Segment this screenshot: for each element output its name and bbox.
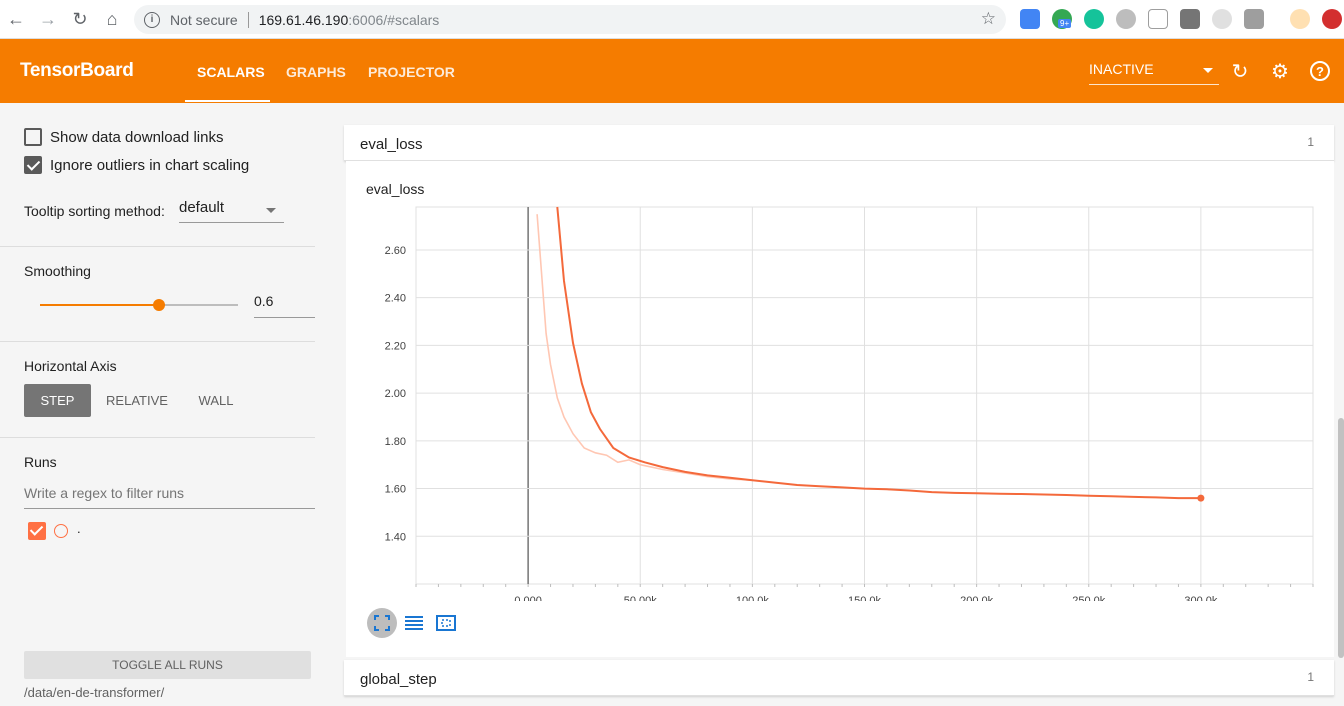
x-tick-label: 200.0k: [960, 595, 994, 601]
tooltip-sort-label: Tooltip sorting method:: [24, 203, 165, 219]
chart-card: eval_loss 0.000 50.00k 100.0k 150.0k 200.0k 2…: [346, 161, 1334, 657]
bookmark-star-icon[interactable]: ☆: [980, 9, 996, 28]
back-arrow-icon[interactable]: ←: [7, 8, 25, 29]
reload-icon[interactable]: ↻: [72, 8, 88, 29]
red-extension-icon[interactable]: [1322, 9, 1342, 29]
x-tick-label: 250.0k: [1072, 595, 1106, 601]
divider: [0, 246, 315, 247]
tooltip-sort-dropdown[interactable]: default: [179, 199, 284, 223]
y-tick-label: 2.00: [385, 388, 406, 400]
url-host: 169.61.46.190: [258, 11, 349, 28]
extension-icons: 9+: [1020, 9, 1342, 29]
show-download-links-row[interactable]: Show data download links: [24, 128, 223, 146]
group-header-global-step[interactable]: global_step 1: [344, 660, 1334, 696]
group-header-eval-loss[interactable]: eval_loss 1: [344, 125, 1334, 161]
runs-label: Runs: [24, 454, 57, 470]
axis-step-button[interactable]: STEP: [24, 384, 91, 417]
run-checkbox[interactable]: [28, 522, 46, 540]
tensorboard-header: TensorBoard SCALARS GRAPHS PROJECTOR INA…: [0, 39, 1344, 103]
smoothing-slider[interactable]: [40, 299, 238, 311]
divider: [247, 11, 249, 28]
browser-toolbar: ← → ↻ ⌂ i Not secure 169.61.46.190:6006/…: [0, 0, 1344, 39]
active-tab-indicator: [185, 100, 270, 102]
grammarly-extension-icon[interactable]: [1084, 9, 1104, 29]
smoothing-input[interactable]: 0.6: [254, 293, 315, 318]
sidebar: Show data download links Ignore outliers…: [0, 103, 336, 706]
forward-arrow-icon[interactable]: →: [39, 8, 57, 29]
translate-extension-icon[interactable]: [1020, 9, 1040, 29]
y-tick-label: 2.60: [385, 245, 406, 257]
y-tick-label: 2.20: [385, 340, 406, 352]
refresh-icon[interactable]: ↻: [1231, 60, 1249, 83]
group-count: 1: [1307, 670, 1314, 684]
run-filter-input[interactable]: Write a regex to filter runs: [24, 485, 315, 509]
help-icon[interactable]: ?: [1309, 60, 1331, 82]
ignore-outliers-checkbox[interactable]: [24, 156, 42, 174]
y-tick-label: 1.80: [385, 436, 406, 448]
run-name: .: [77, 521, 81, 536]
tab-projector[interactable]: PROJECTOR: [368, 64, 455, 80]
info-icon[interactable]: i: [144, 11, 160, 28]
x-tick-label: 300.0k: [1184, 595, 1218, 601]
group-name: eval_loss: [360, 136, 423, 153]
chart-title: eval_loss: [366, 181, 425, 197]
chevron-down-icon: [266, 208, 276, 213]
axis-wall-button[interactable]: WALL: [198, 393, 234, 408]
series-line-raw: [536, 214, 753, 481]
ignore-outliers-row[interactable]: Ignore outliers in chart scaling: [24, 156, 249, 174]
chevron-down-icon: [1203, 68, 1213, 73]
gray-extension-icon[interactable]: [1116, 9, 1136, 29]
svg-text:?: ?: [1316, 64, 1324, 79]
toggle-all-runs-button[interactable]: TOGGLE ALL RUNS: [24, 651, 311, 679]
data-table-icon[interactable]: [399, 608, 429, 638]
group-name: global_step: [360, 671, 437, 688]
group-count: 1: [1307, 135, 1314, 149]
tab-graphs[interactable]: GRAPHS: [286, 64, 346, 80]
axis-relative-button[interactable]: RELATIVE: [106, 393, 168, 408]
smoothing-slider-knob[interactable]: [152, 299, 165, 311]
ignore-outliers-label: Ignore outliers in chart scaling: [50, 156, 250, 174]
extension-badge: 9+: [1058, 19, 1072, 28]
y-tick-label: 2.40: [385, 293, 406, 305]
run-radio[interactable]: [54, 524, 68, 538]
app-title: TensorBoard: [20, 60, 134, 81]
x-tick-label: 100.0k: [736, 595, 770, 601]
main-content: eval_loss 1 eval_loss 0.000 50.00k 100.0k 1…: [336, 103, 1344, 706]
x-tick-label: 150.0k: [848, 595, 882, 601]
divider: [0, 437, 315, 438]
x-tick-label: 50.00k: [624, 595, 658, 601]
horizontal-axis-label: Horizontal Axis: [24, 358, 117, 374]
face-extension-icon[interactable]: [1290, 9, 1310, 29]
show-download-links-checkbox[interactable]: [24, 128, 42, 146]
smoothing-label: Smoothing: [24, 263, 91, 279]
show-download-links-label: Show data download links: [50, 128, 224, 146]
fullscreen-expand-icon[interactable]: [367, 608, 397, 638]
x-tick-label: 0.000: [514, 595, 542, 601]
eval-loss-chart[interactable]: 0.000 50.00k 100.0k 150.0k 200.0k 250.0k 300.0…: [346, 161, 1334, 601]
data-directory-path: /data/en-de-transformer/: [24, 685, 165, 700]
shield-extension-icon[interactable]: [1244, 9, 1264, 29]
series-endpoint: [1197, 494, 1205, 502]
b-extension-icon[interactable]: [1148, 9, 1168, 29]
y-tick-label: 1.40: [385, 531, 406, 543]
security-label: Not secure: [170, 11, 238, 28]
url-path: :6006/#scalars: [348, 11, 440, 28]
home-icon[interactable]: ⌂: [106, 8, 118, 29]
divider: [0, 341, 315, 342]
series-line-smoothed: [556, 206, 1201, 500]
scrollbar[interactable]: [1338, 418, 1344, 658]
fit-domain-icon[interactable]: [431, 608, 461, 638]
y-tick-label: 1.60: [385, 484, 406, 496]
pdf-extension-icon[interactable]: [1180, 9, 1200, 29]
tab-scalars[interactable]: SCALARS: [197, 64, 265, 80]
tooltip-sort-value: default: [179, 199, 225, 216]
smoothing-slider-fill: [40, 304, 159, 306]
address-bar[interactable]: i Not secure 169.61.46.190:6006/#scalars…: [134, 5, 1006, 34]
green-extension-icon[interactable]: 9+: [1052, 9, 1072, 29]
inactive-dropdown-value: INACTIVE: [1089, 61, 1154, 77]
settings-gear-icon[interactable]: ⚙: [1271, 60, 1289, 83]
inactive-dropdown[interactable]: INACTIVE: [1089, 61, 1219, 85]
gear-extension-icon[interactable]: [1212, 9, 1232, 29]
